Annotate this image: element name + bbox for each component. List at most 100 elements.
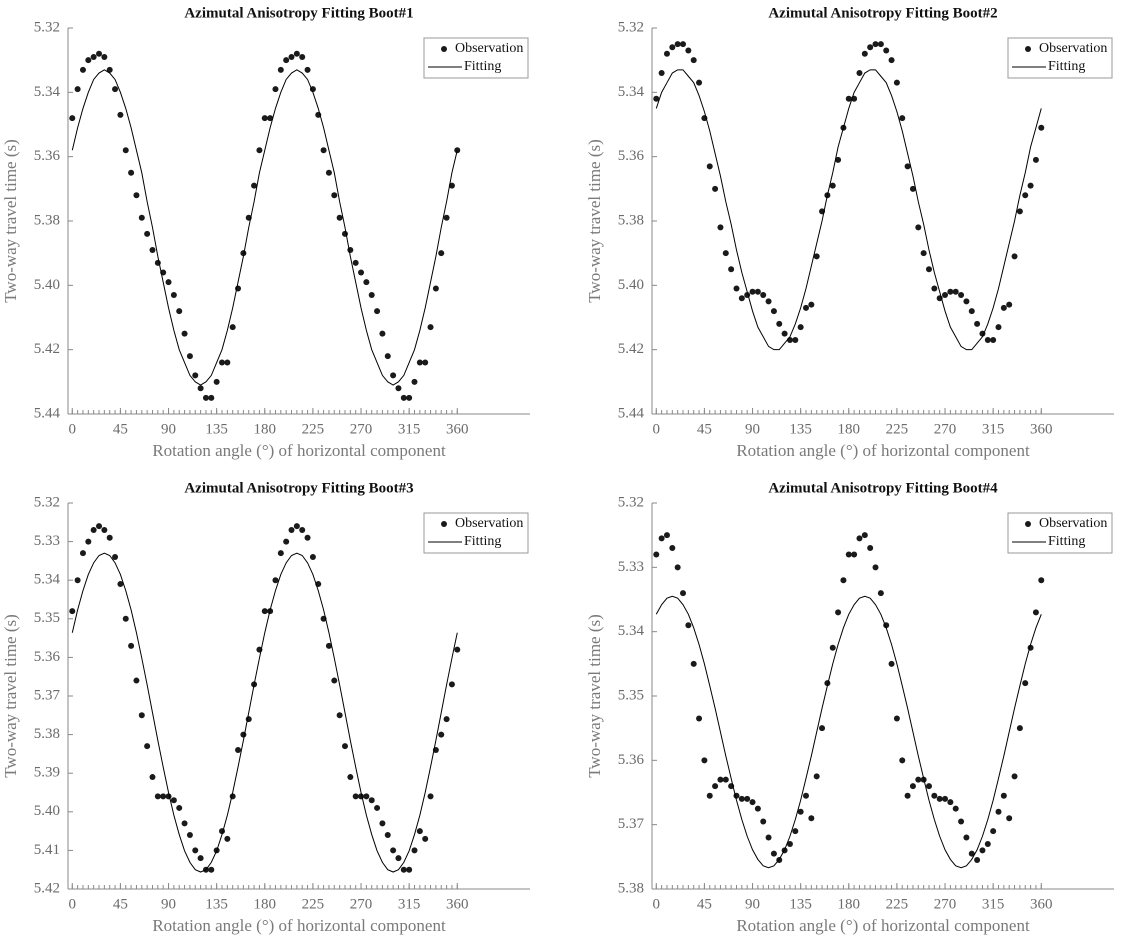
observation-point [170,291,177,298]
x-axis-label: Rotation angle (°) of horizontal compone… [736,441,1030,460]
observation-point [422,359,429,366]
y-axis-label: Two-way travel time (s) [585,614,604,778]
observation-point [786,840,793,847]
observation-point [813,253,820,260]
observation-point [1016,208,1023,215]
observation-point [112,86,119,93]
observation-point [320,147,327,154]
observation-point [984,840,991,847]
observation-point [733,285,740,292]
observation-point [96,523,103,530]
observation-point [803,304,809,311]
observation-point [893,79,900,86]
observation-point [904,792,911,799]
observation-point [674,41,681,48]
observation-point [448,182,455,189]
x-tick-label: 0 [69,421,77,437]
observation-point [749,288,756,295]
observation-point [781,330,788,337]
observation-point [909,783,916,790]
observation-point [288,53,295,60]
x-tick-label: 90 [745,896,760,912]
observation-point [722,250,729,257]
observation-point [952,288,959,295]
observation-point [101,53,108,60]
observation-point [79,66,86,73]
observation-point [877,590,884,597]
observation-point [658,535,665,542]
legend-box [423,512,529,554]
observation-point [915,224,922,231]
observation-point [133,677,140,684]
observation-point [974,320,981,327]
observation-point [952,805,959,812]
observation-point [915,776,922,783]
x-tick-label: 225 [302,421,325,437]
observation-point [979,847,986,854]
observation-point [149,774,156,781]
observation-point [840,577,847,584]
observation-point [712,783,719,790]
observation-point [331,192,338,199]
observation-point [224,835,231,842]
observation-point [395,855,402,862]
fit-line [655,69,1042,351]
observation-point [728,266,735,273]
observation-point [261,115,268,122]
observation-point [690,57,697,64]
observation-point [122,615,129,622]
observation-point [706,163,713,170]
legend-label: Fitting [1048,59,1085,74]
observation-point [792,337,799,344]
observation-point [770,850,777,857]
observation-point [883,47,890,54]
observation-point [395,385,402,392]
observation-point [379,820,386,827]
observation-point [117,111,124,118]
observation-point [181,330,188,337]
x-tick-label: 90 [161,421,176,437]
observation-point [352,259,359,266]
x-tick-label: 180 [838,421,861,437]
observation-point [272,577,279,584]
observation-point [197,855,204,862]
observation-point [803,792,809,799]
observation-point [240,250,247,257]
observation-point [936,795,943,802]
observation-point [422,835,429,842]
observation-point [904,163,911,170]
observation-point [958,818,965,825]
observation-point [835,156,842,163]
observation-point [685,622,692,629]
observation-point [358,269,365,276]
observation-point [272,86,279,93]
y-tick-label: 5.32 [34,19,60,35]
observation-point [325,642,332,649]
observation-point [899,115,906,122]
x-axis-label: Rotation angle (°) of horizontal compone… [152,441,446,460]
x-tick-label: 180 [838,896,861,912]
observation-point [251,182,258,189]
observation-point [202,394,209,401]
observation-point [85,538,92,545]
observation-point [267,115,274,122]
observation-point [770,308,777,315]
legend-label: Observation [455,516,523,531]
x-tick-label: 315 [398,421,421,437]
y-tick-label: 5.35 [618,687,644,703]
observation-point [920,250,927,257]
observation-point [448,681,455,688]
observation-point [680,590,687,597]
legend-label: Fitting [464,59,501,74]
observation-point [835,609,842,616]
observation-point [384,831,391,838]
observation-point [197,385,204,392]
observation-point [165,279,172,286]
y-tick-label: 5.35 [34,610,60,626]
observation-point [797,324,804,331]
observation-point [406,866,413,873]
y-tick-label: 5.36 [34,649,61,665]
legend-label: Fitting [1048,534,1085,549]
x-tick-label: 315 [982,421,1005,437]
